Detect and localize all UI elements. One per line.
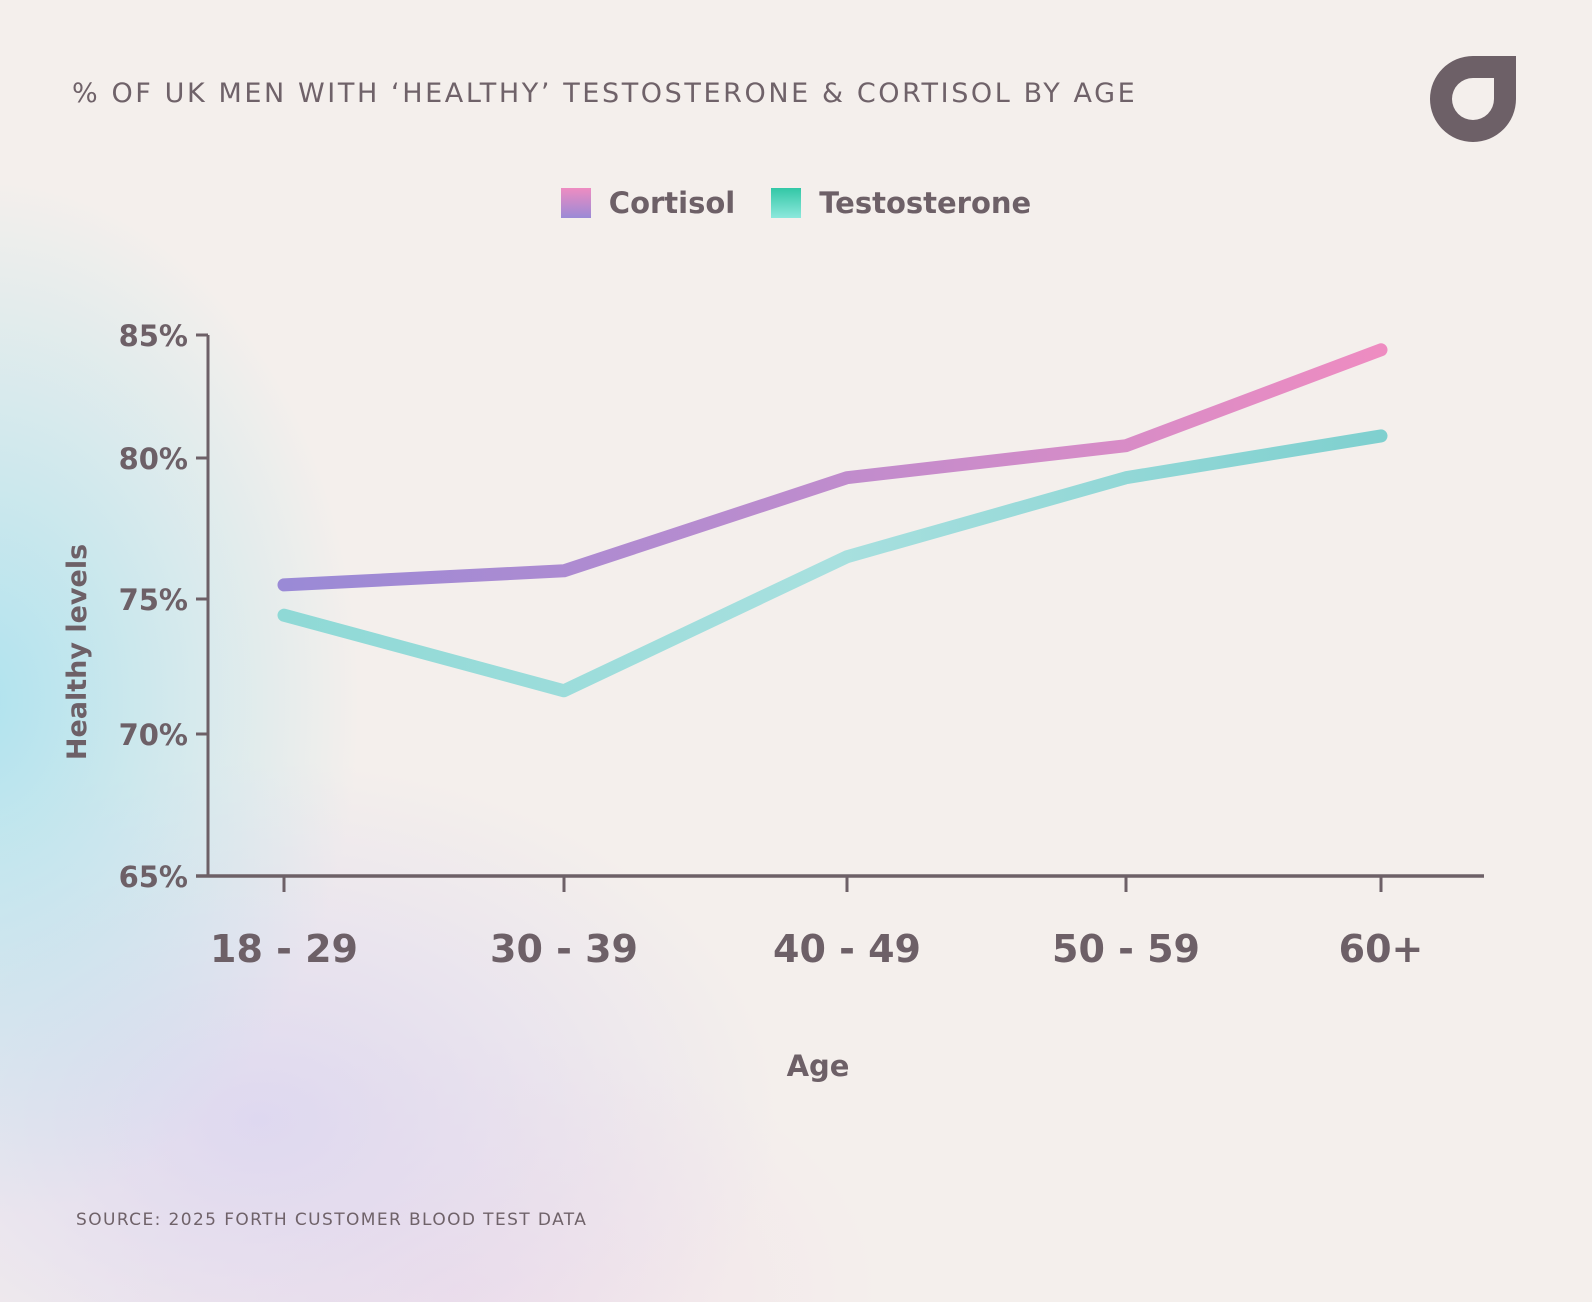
x-tick-label: 40 - 49 bbox=[773, 927, 921, 971]
y-tick-label: 80% bbox=[119, 442, 188, 476]
x-tick-label: 50 - 59 bbox=[1052, 927, 1200, 971]
testosterone-swatch bbox=[771, 188, 802, 218]
y-tick-label: 70% bbox=[119, 718, 188, 752]
axis-labels: 85% 80% 75% 70% 65% 18 - 29 30 - 39 40 - 49 50 -… bbox=[62, 319, 1423, 1083]
legend-label: Testosterone bbox=[819, 186, 1032, 220]
y-tick-label: 75% bbox=[119, 583, 188, 617]
x-tick-label: 60+ bbox=[1339, 927, 1424, 971]
legend-item-cortisol[interactable]: Cortisol bbox=[560, 186, 736, 220]
y-tick-label: 65% bbox=[119, 860, 188, 894]
forth-logo-icon bbox=[1430, 56, 1516, 142]
y-tick-label: 85% bbox=[119, 319, 188, 353]
y-axis-title: Healthy levels bbox=[62, 544, 93, 760]
series-line-testosterone bbox=[277, 429, 1388, 698]
x-tick-label: 18 - 29 bbox=[210, 927, 358, 971]
series-group bbox=[277, 343, 1388, 698]
legend-item-testosterone[interactable]: Testosterone bbox=[771, 186, 1031, 220]
x-axis-title: Age bbox=[787, 1049, 850, 1083]
series-line-cortisol bbox=[277, 343, 1388, 592]
axes bbox=[196, 333, 1484, 892]
legend-label: Cortisol bbox=[608, 186, 736, 220]
chart-title: % OF UK MEN WITH ‘HEALTHY’ TESTOSTERONE … bbox=[72, 78, 1138, 109]
x-tick-label: 30 - 39 bbox=[490, 927, 638, 971]
cortisol-swatch bbox=[560, 188, 591, 218]
source-note: SOURCE: 2025 FORTH CUSTOMER BLOOD TEST D… bbox=[76, 1210, 588, 1230]
legend: Cortisol Testosterone bbox=[0, 186, 1592, 220]
